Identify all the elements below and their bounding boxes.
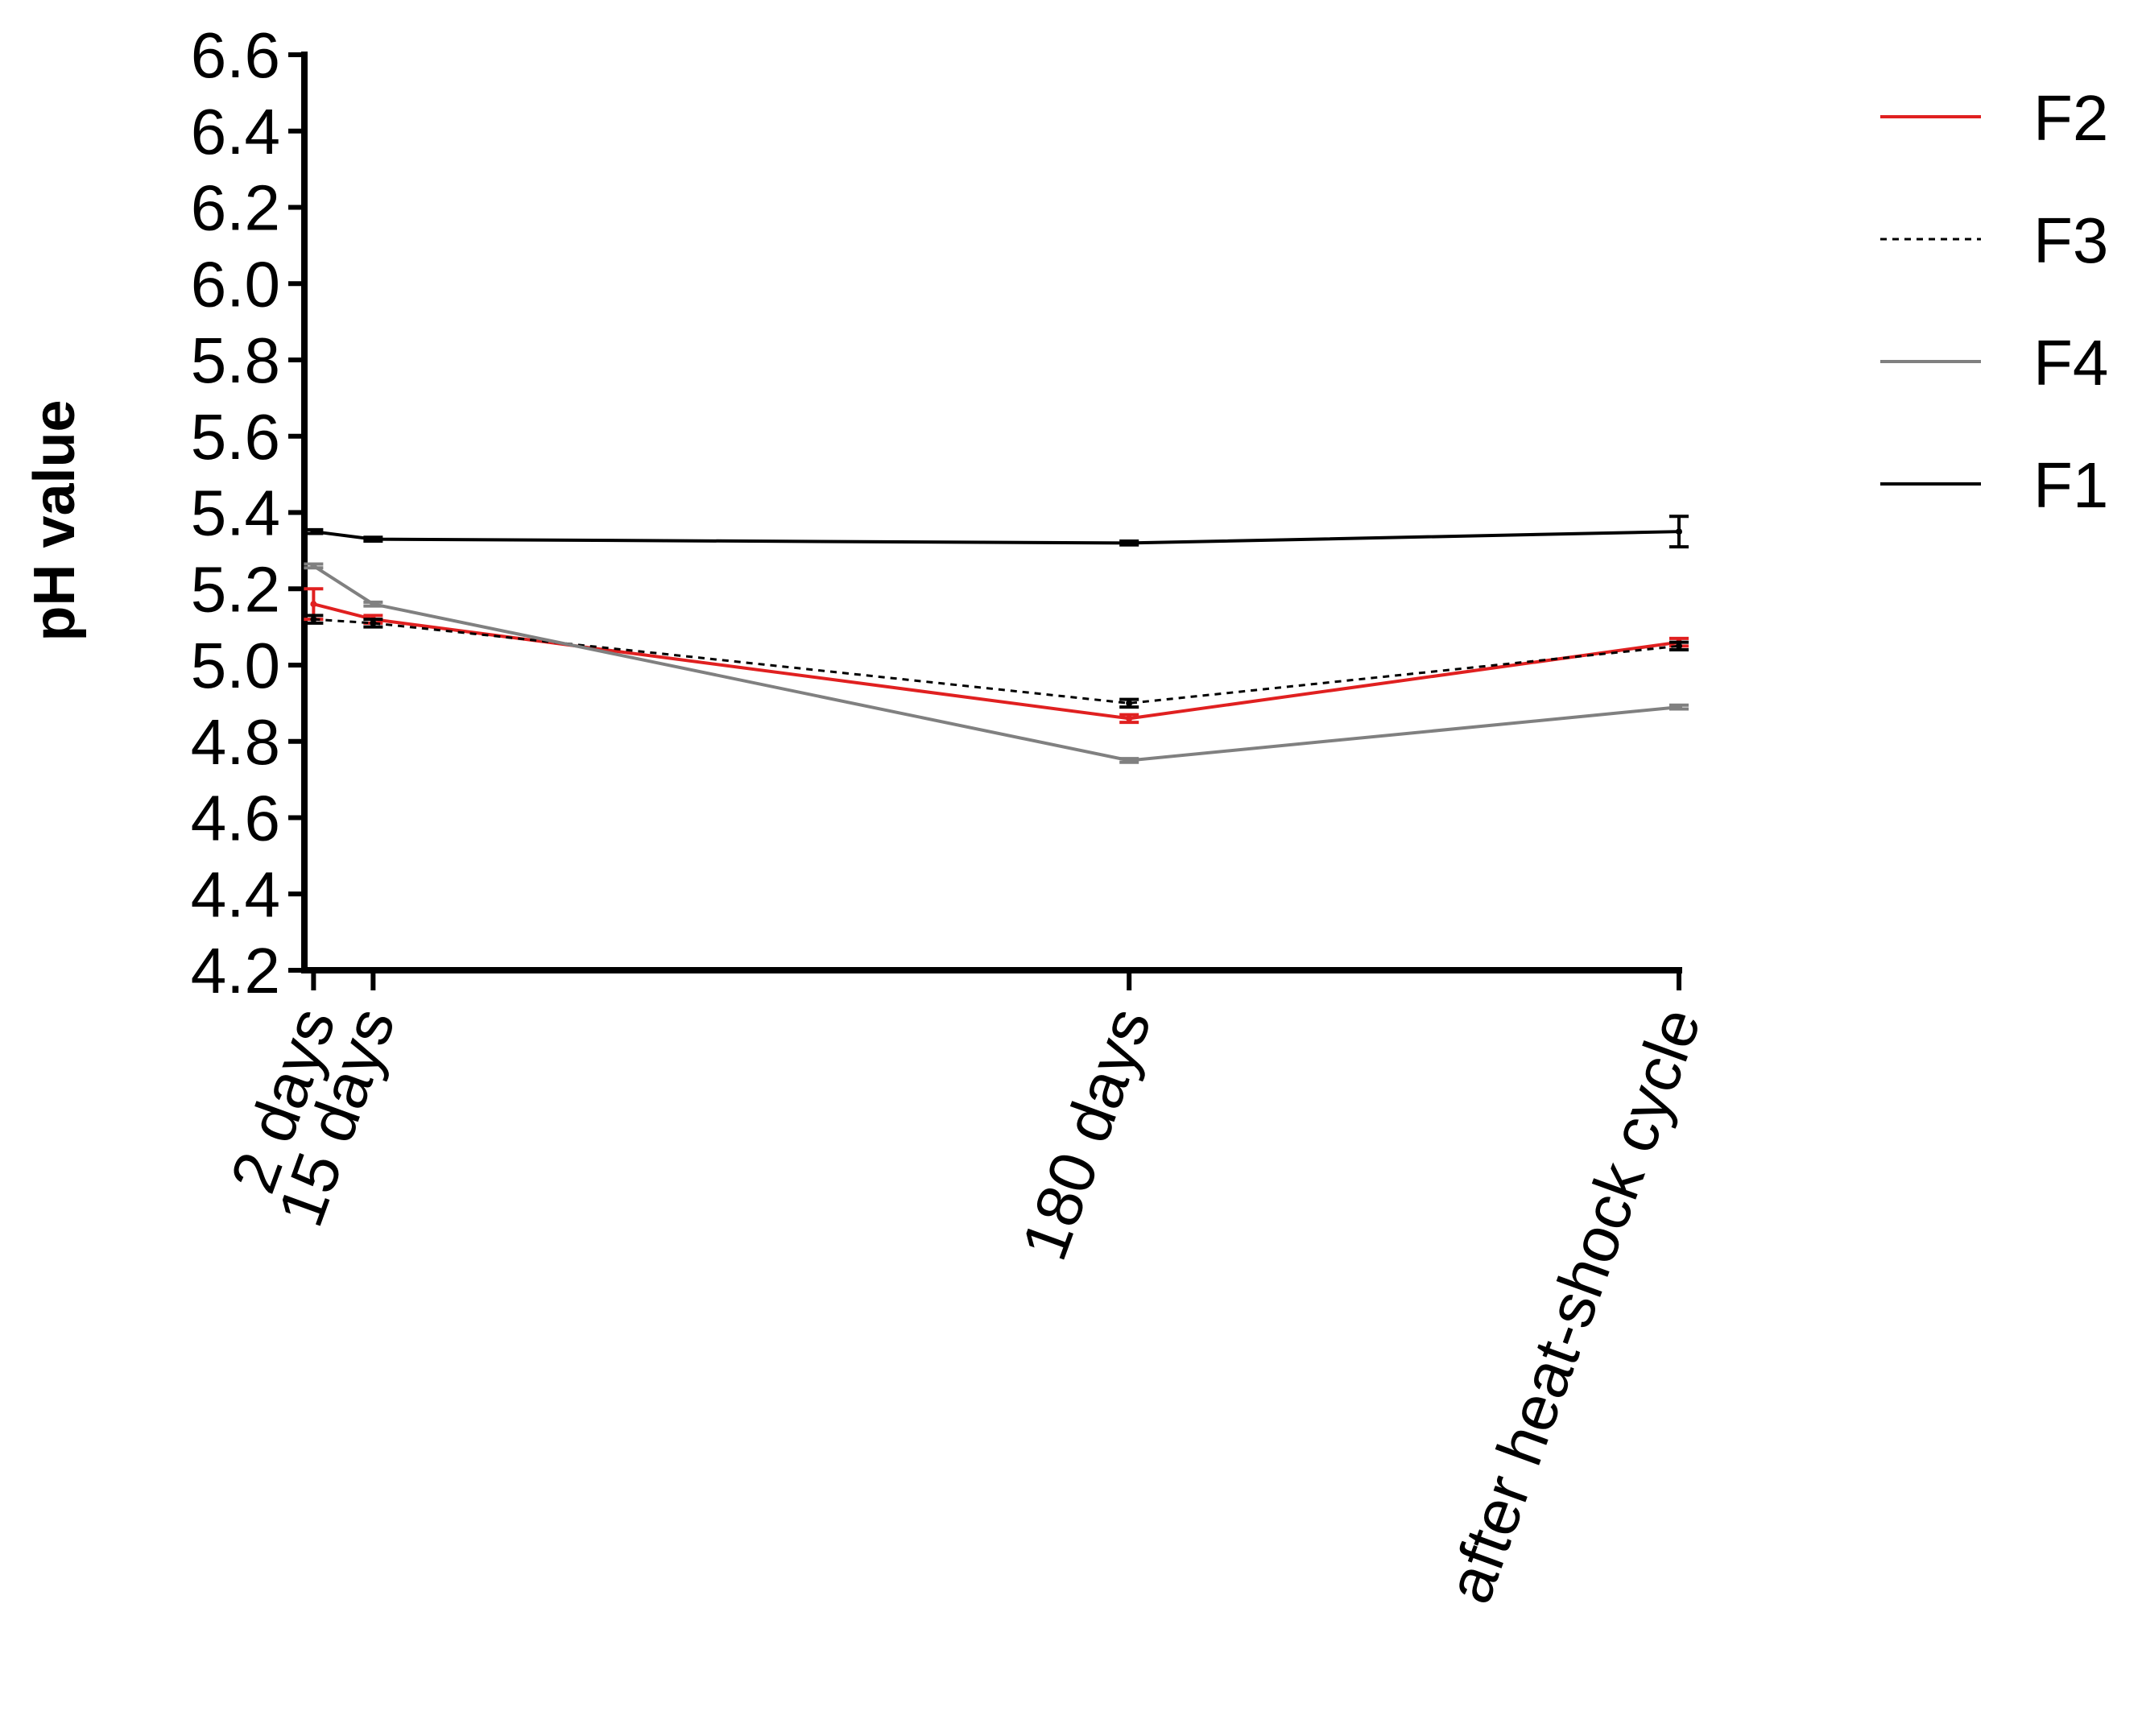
y-tick-label: 5.0 (191, 630, 280, 701)
y-tick-label: 4.8 (191, 706, 280, 778)
x-tick-label: 180 days (1007, 998, 1164, 1269)
data-point (1126, 715, 1133, 722)
y-tick-label: 6.4 (191, 96, 280, 167)
series-f3 (304, 614, 1689, 709)
series-f2 (304, 587, 1689, 725)
y-tick-label: 5.2 (191, 553, 280, 625)
data-point (370, 619, 377, 626)
data-point (310, 616, 317, 623)
data-point (1126, 539, 1133, 547)
data-point (310, 562, 317, 569)
data-point (310, 601, 317, 608)
data-point (370, 601, 377, 608)
y-tick-label: 6.2 (191, 172, 280, 244)
y-tick-label: 4.2 (191, 935, 280, 1006)
data-point (1676, 528, 1682, 535)
y-axis-ticks: 4.24.44.64.85.05.25.45.65.86.06.26.46.6 (191, 19, 304, 1006)
legend-label-f1: F1 (2033, 449, 2108, 521)
data-point (1126, 700, 1133, 707)
series-line-f4 (312, 564, 1680, 763)
y-tick-label: 6.6 (191, 19, 280, 91)
data-point (370, 535, 377, 543)
data-point (310, 528, 317, 535)
chart-axes (301, 52, 1682, 973)
y-tick-label: 5.4 (191, 477, 280, 549)
y-tick-label: 6.0 (191, 248, 280, 320)
y-tick-label: 5.6 (191, 401, 280, 473)
legend: F2 F3 F4 F1 (1880, 82, 2108, 521)
data-series (304, 515, 1689, 764)
data-point (1126, 757, 1133, 764)
data-point (1676, 643, 1682, 650)
y-tick-label: 4.4 (191, 858, 280, 930)
legend-label-f4: F4 (2033, 327, 2108, 399)
data-point (1676, 704, 1682, 711)
x-tick-label: after heat-shock cycle (1433, 998, 1714, 1612)
series-f4 (304, 562, 1689, 764)
series-line-f3 (313, 618, 1680, 705)
series-line-f1 (313, 530, 1680, 545)
legend-label-f3: F3 (2033, 205, 2108, 276)
series-f1 (304, 515, 1689, 549)
y-axis-label: pH value (23, 399, 87, 641)
y-tick-label: 5.8 (191, 324, 280, 396)
series-line-f2 (312, 602, 1680, 721)
y-tick-label: 4.6 (191, 783, 280, 854)
legend-label-f2: F2 (2033, 82, 2108, 154)
